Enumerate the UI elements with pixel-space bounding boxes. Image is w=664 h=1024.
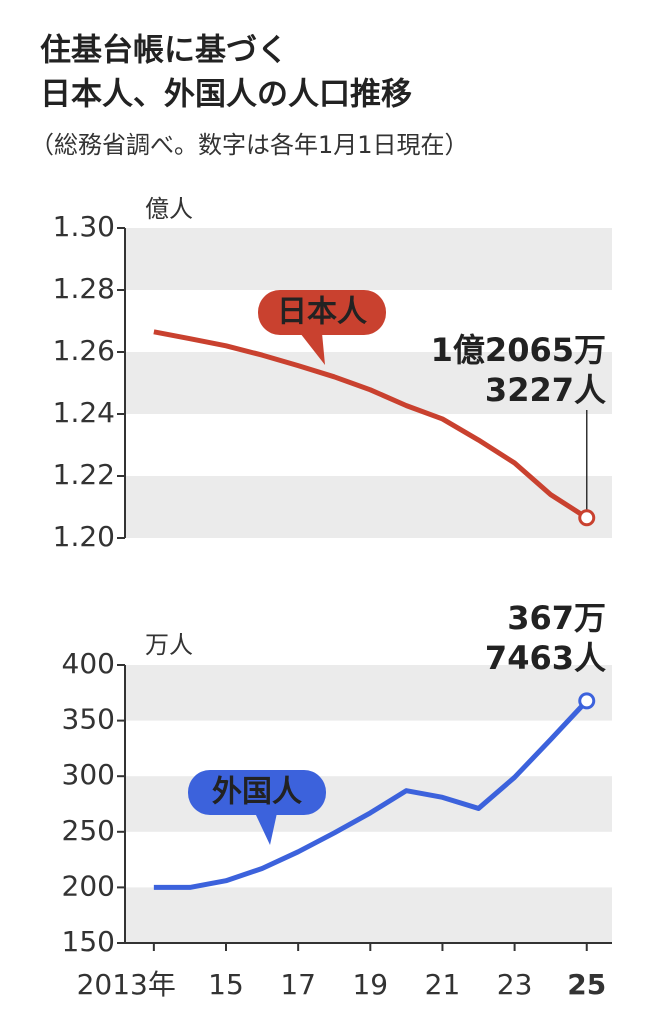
y-tick-label: 1.28 (53, 272, 115, 305)
grid-band (125, 228, 612, 290)
callout (188, 770, 326, 815)
legend-label: 日本人 (277, 295, 367, 330)
grid-band (125, 887, 612, 943)
x-tick-label: 15 (208, 968, 244, 1001)
y-tick-label: 1.26 (53, 334, 115, 367)
y-tick-label: 150 (62, 925, 115, 958)
subtitle: （総務省調べ。数字は各年1月1日現在） (30, 131, 469, 159)
y-tick-label: 1.30 (53, 210, 115, 243)
x-tick-label: 17 (280, 968, 316, 1001)
x-tick-label: 21 (425, 968, 461, 1001)
value-label: 1億2065万 (431, 331, 606, 369)
y-unit: 億人 (145, 195, 193, 223)
y-tick-label: 350 (62, 703, 115, 736)
y-tick-label: 1.24 (53, 396, 115, 429)
line (153, 329, 589, 520)
legend-label: 外国人 (212, 775, 302, 810)
x-tick-label: 23 (497, 968, 533, 1001)
x-tick-label: 2013年 (77, 968, 176, 1001)
y-tick-label: 1.20 (53, 520, 115, 553)
callout (258, 290, 386, 335)
grid-band (125, 352, 612, 414)
value-label: 367万 (507, 599, 606, 637)
title-line: 日本人、外国人の人口推移 (40, 77, 412, 113)
grid-band (125, 665, 612, 721)
title-line: 住基台帳に基づく (40, 33, 288, 69)
end-point (578, 509, 596, 527)
grid-band (125, 476, 612, 538)
y-unit: 万人 (145, 631, 193, 659)
x-tick-label: 19 (352, 968, 388, 1001)
value-label: 7463人 (485, 639, 606, 677)
y-tick-label: 400 (62, 647, 115, 680)
y-tick-label: 250 (62, 814, 115, 847)
y-tick-label: 300 (62, 758, 115, 791)
end-point (578, 692, 596, 710)
line (153, 699, 589, 890)
y-tick-label: 200 (62, 869, 115, 902)
y-tick-label: 1.22 (53, 458, 115, 491)
callout-pointer (255, 813, 277, 845)
value-label: 3227人 (485, 371, 606, 409)
callout-pointer (300, 333, 325, 365)
x-tick-label: 25 (567, 968, 606, 1001)
